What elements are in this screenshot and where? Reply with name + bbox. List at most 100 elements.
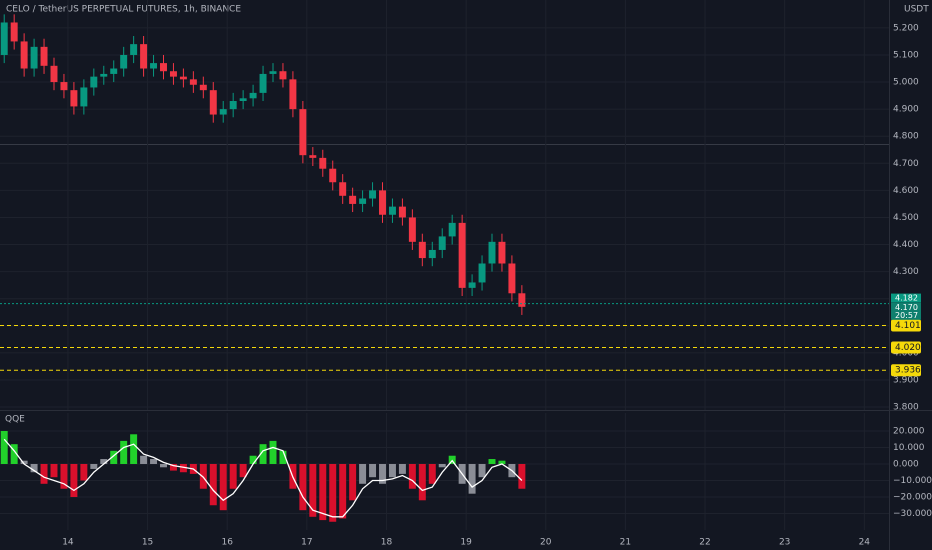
y-tick-label: 20.000 bbox=[893, 426, 925, 436]
histogram-bar bbox=[438, 463, 446, 468]
price-label: 4.182 bbox=[895, 294, 918, 303]
x-tick-label: 18 bbox=[381, 538, 393, 548]
candle-body bbox=[219, 109, 227, 115]
histogram-bar bbox=[80, 463, 88, 481]
histogram-bar bbox=[110, 450, 118, 464]
candle-body bbox=[199, 84, 207, 91]
histogram-bar bbox=[30, 463, 38, 473]
histogram-bar bbox=[169, 463, 177, 471]
candle-body bbox=[229, 101, 237, 110]
candle-body bbox=[458, 222, 466, 288]
histogram-bar bbox=[359, 463, 367, 484]
histogram-bar bbox=[329, 463, 337, 522]
histogram-bar bbox=[418, 463, 426, 501]
histogram-bar bbox=[209, 463, 217, 506]
level-tag bbox=[891, 364, 921, 377]
histogram-bar bbox=[40, 463, 48, 484]
histogram-bar bbox=[398, 463, 406, 474]
y-tick-label: 5.200 bbox=[893, 23, 919, 33]
candle-body bbox=[388, 206, 396, 215]
histogram-bar bbox=[379, 463, 386, 484]
histogram-bar bbox=[518, 463, 526, 489]
histogram-bar bbox=[279, 450, 287, 464]
x-tick-label: 20 bbox=[540, 538, 552, 548]
histogram-bar bbox=[498, 460, 506, 464]
x-tick-label: 14 bbox=[62, 538, 74, 548]
histogram-bar bbox=[319, 463, 327, 521]
level-label: 4.101 bbox=[895, 321, 921, 331]
candle-body bbox=[120, 54, 128, 69]
histogram-bar bbox=[388, 463, 396, 478]
candle-body bbox=[438, 236, 446, 250]
candle-body bbox=[279, 71, 287, 80]
countdown-label: 20:57 bbox=[895, 311, 918, 320]
histogram-bar bbox=[349, 463, 357, 501]
y-tick-label: 4.700 bbox=[893, 159, 919, 169]
candle-body bbox=[468, 282, 476, 288]
x-tick-label: 16 bbox=[221, 538, 233, 548]
candle-body bbox=[488, 241, 496, 264]
candle-body bbox=[319, 157, 327, 169]
x-tick-label: 15 bbox=[142, 538, 153, 548]
candle-body bbox=[349, 195, 357, 204]
histogram-bar bbox=[219, 463, 227, 511]
level-tag bbox=[891, 319, 921, 332]
y-tick-label: −10.000 bbox=[893, 476, 932, 486]
candle-body bbox=[239, 98, 247, 102]
x-tick-label: 22 bbox=[699, 538, 710, 548]
price-tag bbox=[891, 293, 921, 303]
y-tick-label: 4.900 bbox=[893, 105, 919, 115]
candle-body bbox=[20, 41, 28, 69]
candle-body bbox=[408, 217, 416, 242]
x-tick-label: 17 bbox=[301, 538, 312, 548]
candle-body bbox=[359, 198, 367, 204]
candle-body bbox=[369, 190, 377, 199]
histogram-bar bbox=[60, 463, 68, 489]
histogram-bar bbox=[90, 463, 98, 469]
histogram-bar bbox=[0, 430, 8, 464]
histogram-bar bbox=[299, 463, 307, 511]
histogram-bar bbox=[369, 463, 377, 478]
y-tick-label: 0.000 bbox=[893, 459, 919, 469]
y-tick-label: −30.000 bbox=[893, 509, 932, 519]
histogram-bar bbox=[100, 459, 108, 464]
candle-body bbox=[130, 44, 138, 55]
price-label: 4.170 bbox=[895, 303, 918, 312]
level-label: 4.020 bbox=[895, 343, 921, 353]
candle-body bbox=[518, 293, 526, 307]
candle-body bbox=[339, 182, 347, 196]
candle-body bbox=[478, 263, 486, 283]
candle-body bbox=[209, 90, 217, 115]
candle-body bbox=[179, 76, 187, 80]
candle-body bbox=[309, 155, 317, 158]
histogram-bar bbox=[160, 463, 167, 468]
y-tick-label: 4.600 bbox=[893, 186, 919, 196]
candle-body bbox=[140, 44, 148, 69]
histogram-bar bbox=[179, 463, 187, 473]
histogram-bar bbox=[428, 463, 436, 484]
candle-body bbox=[329, 168, 337, 183]
candle-body bbox=[70, 90, 78, 107]
y-tick-label: 10.000 bbox=[893, 443, 925, 453]
histogram-bar bbox=[488, 459, 496, 464]
candle-body bbox=[289, 79, 297, 110]
unit-label: USDT bbox=[904, 5, 929, 15]
candle-body bbox=[160, 63, 167, 72]
candle-body bbox=[40, 46, 48, 66]
histogram-bar bbox=[10, 444, 18, 464]
y-tick-label: 4.800 bbox=[893, 132, 919, 142]
histogram-bar bbox=[309, 463, 317, 517]
price-tag bbox=[891, 302, 921, 320]
x-tick-label: 19 bbox=[460, 538, 472, 548]
candle-body bbox=[508, 263, 516, 294]
level-tag bbox=[891, 341, 921, 354]
y-tick-label: 5.100 bbox=[893, 50, 919, 60]
y-tick-label: 3.800 bbox=[893, 403, 919, 413]
histogram-bar bbox=[70, 463, 78, 497]
y-tick-label: 4.500 bbox=[893, 213, 919, 223]
candle-body bbox=[80, 87, 88, 107]
candle-body bbox=[150, 63, 158, 69]
histogram-bar bbox=[120, 440, 128, 464]
candle-body bbox=[189, 79, 197, 85]
